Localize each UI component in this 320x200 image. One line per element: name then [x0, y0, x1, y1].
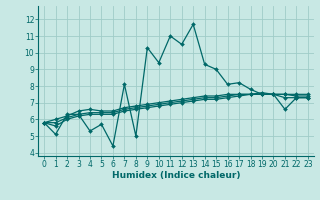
X-axis label: Humidex (Indice chaleur): Humidex (Indice chaleur): [112, 171, 240, 180]
